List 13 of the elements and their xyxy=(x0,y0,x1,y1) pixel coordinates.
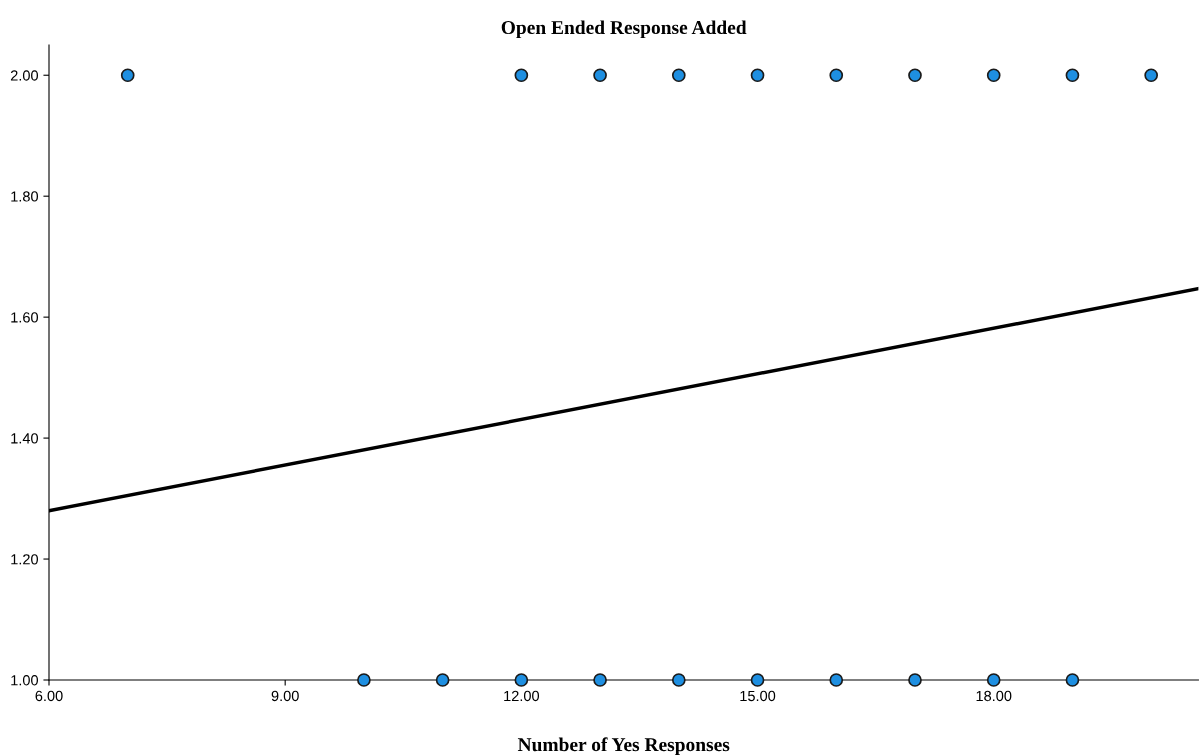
x-tick-label: 12.00 xyxy=(504,690,540,702)
y-tick-label: 1.80 xyxy=(11,191,39,202)
y-tick-label: 1.20 xyxy=(11,554,39,565)
x-tick-label: 6.00 xyxy=(35,690,63,702)
x-tick-label: 15.00 xyxy=(740,690,776,702)
y-tick-label: 2.00 xyxy=(10,70,39,81)
y-tick-label: 1.60 xyxy=(11,312,39,323)
x-axis-title: Number of Yes Responses xyxy=(517,737,730,755)
x-tick-label: 9.00 xyxy=(271,690,299,702)
y-tick-label: 1.00 xyxy=(11,675,39,686)
y-tick-label: 1.40 xyxy=(11,433,39,444)
chart-title: Open Ended Response Added xyxy=(501,20,747,39)
x-tick-label: 18.00 xyxy=(976,690,1012,702)
